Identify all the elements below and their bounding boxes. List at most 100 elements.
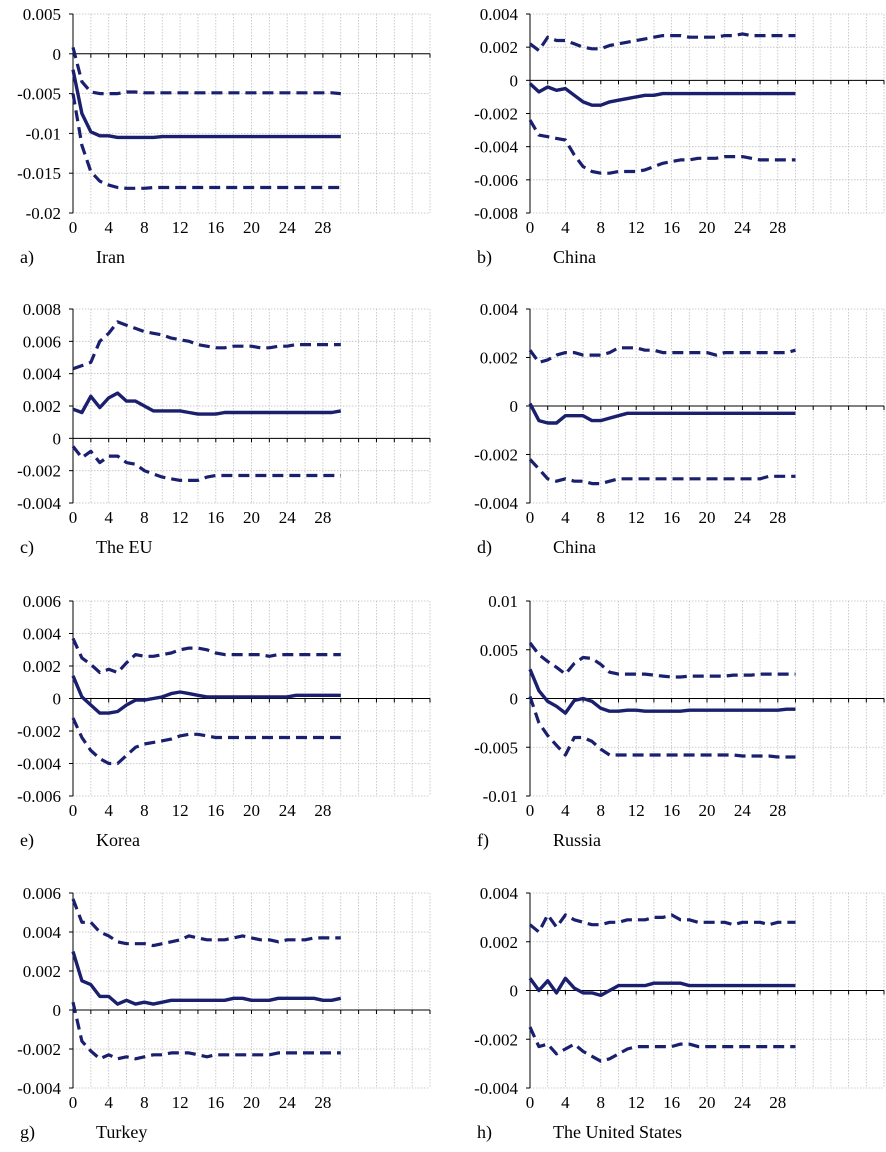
y-tick-label: -0.002 — [474, 105, 518, 124]
y-tick-label: 0.004 — [480, 884, 519, 903]
y-tick-label: 0.002 — [23, 397, 61, 416]
y-tick-label: 0.002 — [480, 349, 518, 368]
y-tick-label: -0.005 — [17, 85, 61, 104]
y-tick-label: -0.015 — [17, 164, 61, 183]
x-tick-label: 20 — [699, 508, 716, 527]
x-tick-label: 8 — [140, 1093, 149, 1112]
panel-d: 0.004 0.002 0 -0.002 -0.004 0 4 8 12 16 20 24 28 d) Ch… — [474, 300, 884, 558]
y-tick-label: -0.002 — [17, 1040, 61, 1059]
y-tick-label: 0.002 — [480, 933, 518, 952]
x-tick-label: 16 — [207, 218, 224, 237]
panel-caption-letter: d) — [477, 537, 492, 558]
series-line-confidence-band — [73, 1002, 341, 1059]
x-tick-label: 16 — [207, 1093, 224, 1112]
x-tick-label: 12 — [628, 801, 645, 820]
x-tick-label: 24 — [734, 218, 752, 237]
series-line-confidence-band — [73, 638, 341, 672]
y-tick-label: 0 — [53, 45, 62, 64]
y-tick-label: -0.004 — [474, 138, 518, 157]
y-tick-label: 0.004 — [23, 365, 62, 384]
x-tick-label: 16 — [663, 1093, 680, 1112]
y-tick-label: -0.004 — [17, 755, 61, 774]
series-line-confidence-band — [73, 94, 341, 189]
y-tick-label: -0.01 — [26, 124, 61, 143]
x-tick-label: 0 — [69, 508, 78, 527]
x-tick-label: 8 — [140, 218, 149, 237]
x-tick-label: 4 — [104, 508, 113, 527]
panel-caption-letter: c) — [20, 537, 34, 558]
x-tick-label: 12 — [628, 1093, 645, 1112]
x-tick-label: 0 — [526, 1093, 535, 1112]
series-line-estimate — [530, 84, 796, 106]
x-tick-label: 4 — [104, 801, 113, 820]
x-tick-label: 24 — [734, 508, 752, 527]
panel-caption-letter: g) — [20, 1122, 35, 1143]
y-tick-label: 0.004 — [480, 300, 519, 319]
panel-caption-name: The EU — [96, 537, 152, 557]
y-tick-label: -0.002 — [17, 722, 61, 741]
panel-a: 0.005 0 -0.005 -0.01 -0.015 -0.02 0 4 8 12 16 20 24 2… — [17, 5, 430, 268]
x-tick-label: 20 — [699, 218, 716, 237]
series-line-estimate — [73, 952, 341, 1005]
series-line-estimate — [73, 70, 341, 138]
x-tick-label: 28 — [314, 801, 331, 820]
x-tick-label: 28 — [769, 508, 786, 527]
y-tick-label: 0.005 — [23, 5, 61, 24]
x-tick-label: 0 — [69, 1093, 78, 1112]
y-tick-label: -0.004 — [17, 1079, 61, 1098]
series-line-confidence-band — [73, 322, 341, 369]
y-tick-label: 0.008 — [23, 300, 61, 319]
x-tick-label: 4 — [561, 1093, 570, 1112]
panel-caption-letter: e) — [20, 830, 34, 851]
panel-f: 0.010.0050-0.005-0.010 4 8 12 16 20 24 28f) Russ… — [474, 592, 884, 851]
x-tick-label: 8 — [597, 1093, 606, 1112]
x-tick-label: 16 — [663, 508, 680, 527]
y-tick-label: 0.004 — [480, 5, 519, 24]
y-tick-label: -0.002 — [474, 446, 518, 465]
x-tick-label: 8 — [597, 508, 606, 527]
y-tick-label: -0.006 — [17, 787, 61, 806]
x-tick-label: 28 — [314, 218, 331, 237]
series-line-confidence-band — [73, 718, 341, 764]
x-tick-label: 0 — [526, 218, 535, 237]
panel-caption-letter: h) — [477, 1122, 492, 1143]
panel-caption-letter: f) — [477, 830, 489, 851]
y-tick-label: -0.004 — [17, 494, 61, 513]
x-tick-label: 12 — [172, 801, 189, 820]
x-tick-label: 24 — [279, 218, 297, 237]
y-tick-label: 0 — [510, 71, 519, 90]
x-tick-label: 12 — [172, 218, 189, 237]
panel-caption-name: Iran — [96, 247, 125, 267]
x-tick-label: 8 — [140, 508, 149, 527]
series-line-estimate — [530, 404, 796, 423]
x-tick-label: 20 — [243, 1093, 260, 1112]
x-tick-label: 0 — [526, 801, 535, 820]
panel-caption-letter: a) — [20, 247, 34, 268]
y-tick-label: -0.008 — [474, 204, 518, 223]
panel-g: 0.006 0.004 0.002 0 -0.002 -0.004 0 4 8 12 16 20 24 2… — [17, 884, 430, 1143]
x-tick-label: 24 — [279, 508, 297, 527]
series-line-confidence-band — [530, 915, 796, 932]
y-tick-label: 0 — [53, 1001, 62, 1020]
series-line-estimate — [530, 978, 796, 995]
x-tick-label: 12 — [172, 508, 189, 527]
y-tick-label: 0.005 — [480, 641, 518, 660]
x-tick-label: 0 — [69, 801, 78, 820]
x-tick-label: 16 — [663, 218, 680, 237]
y-tick-label: -0.004 — [474, 494, 518, 513]
y-tick-label: 0.004 — [23, 625, 62, 644]
x-tick-label: 24 — [279, 1093, 297, 1112]
x-tick-label: 20 — [243, 508, 260, 527]
x-tick-label: 0 — [526, 508, 535, 527]
y-tick-label: 0.002 — [23, 657, 61, 676]
x-tick-label: 16 — [207, 801, 224, 820]
series-line-confidence-band — [73, 47, 341, 93]
panel-caption-name: Russia — [553, 830, 601, 850]
panel-e: 0.0060.0040.0020-0.002-0.004-0.0060 4 8 12 1… — [17, 592, 430, 851]
x-tick-label: 28 — [314, 508, 331, 527]
x-tick-label: 24 — [279, 801, 297, 820]
y-tick-label: 0.006 — [23, 884, 61, 903]
x-tick-label: 12 — [172, 1093, 189, 1112]
x-tick-label: 16 — [663, 801, 680, 820]
x-tick-label: 8 — [140, 801, 149, 820]
